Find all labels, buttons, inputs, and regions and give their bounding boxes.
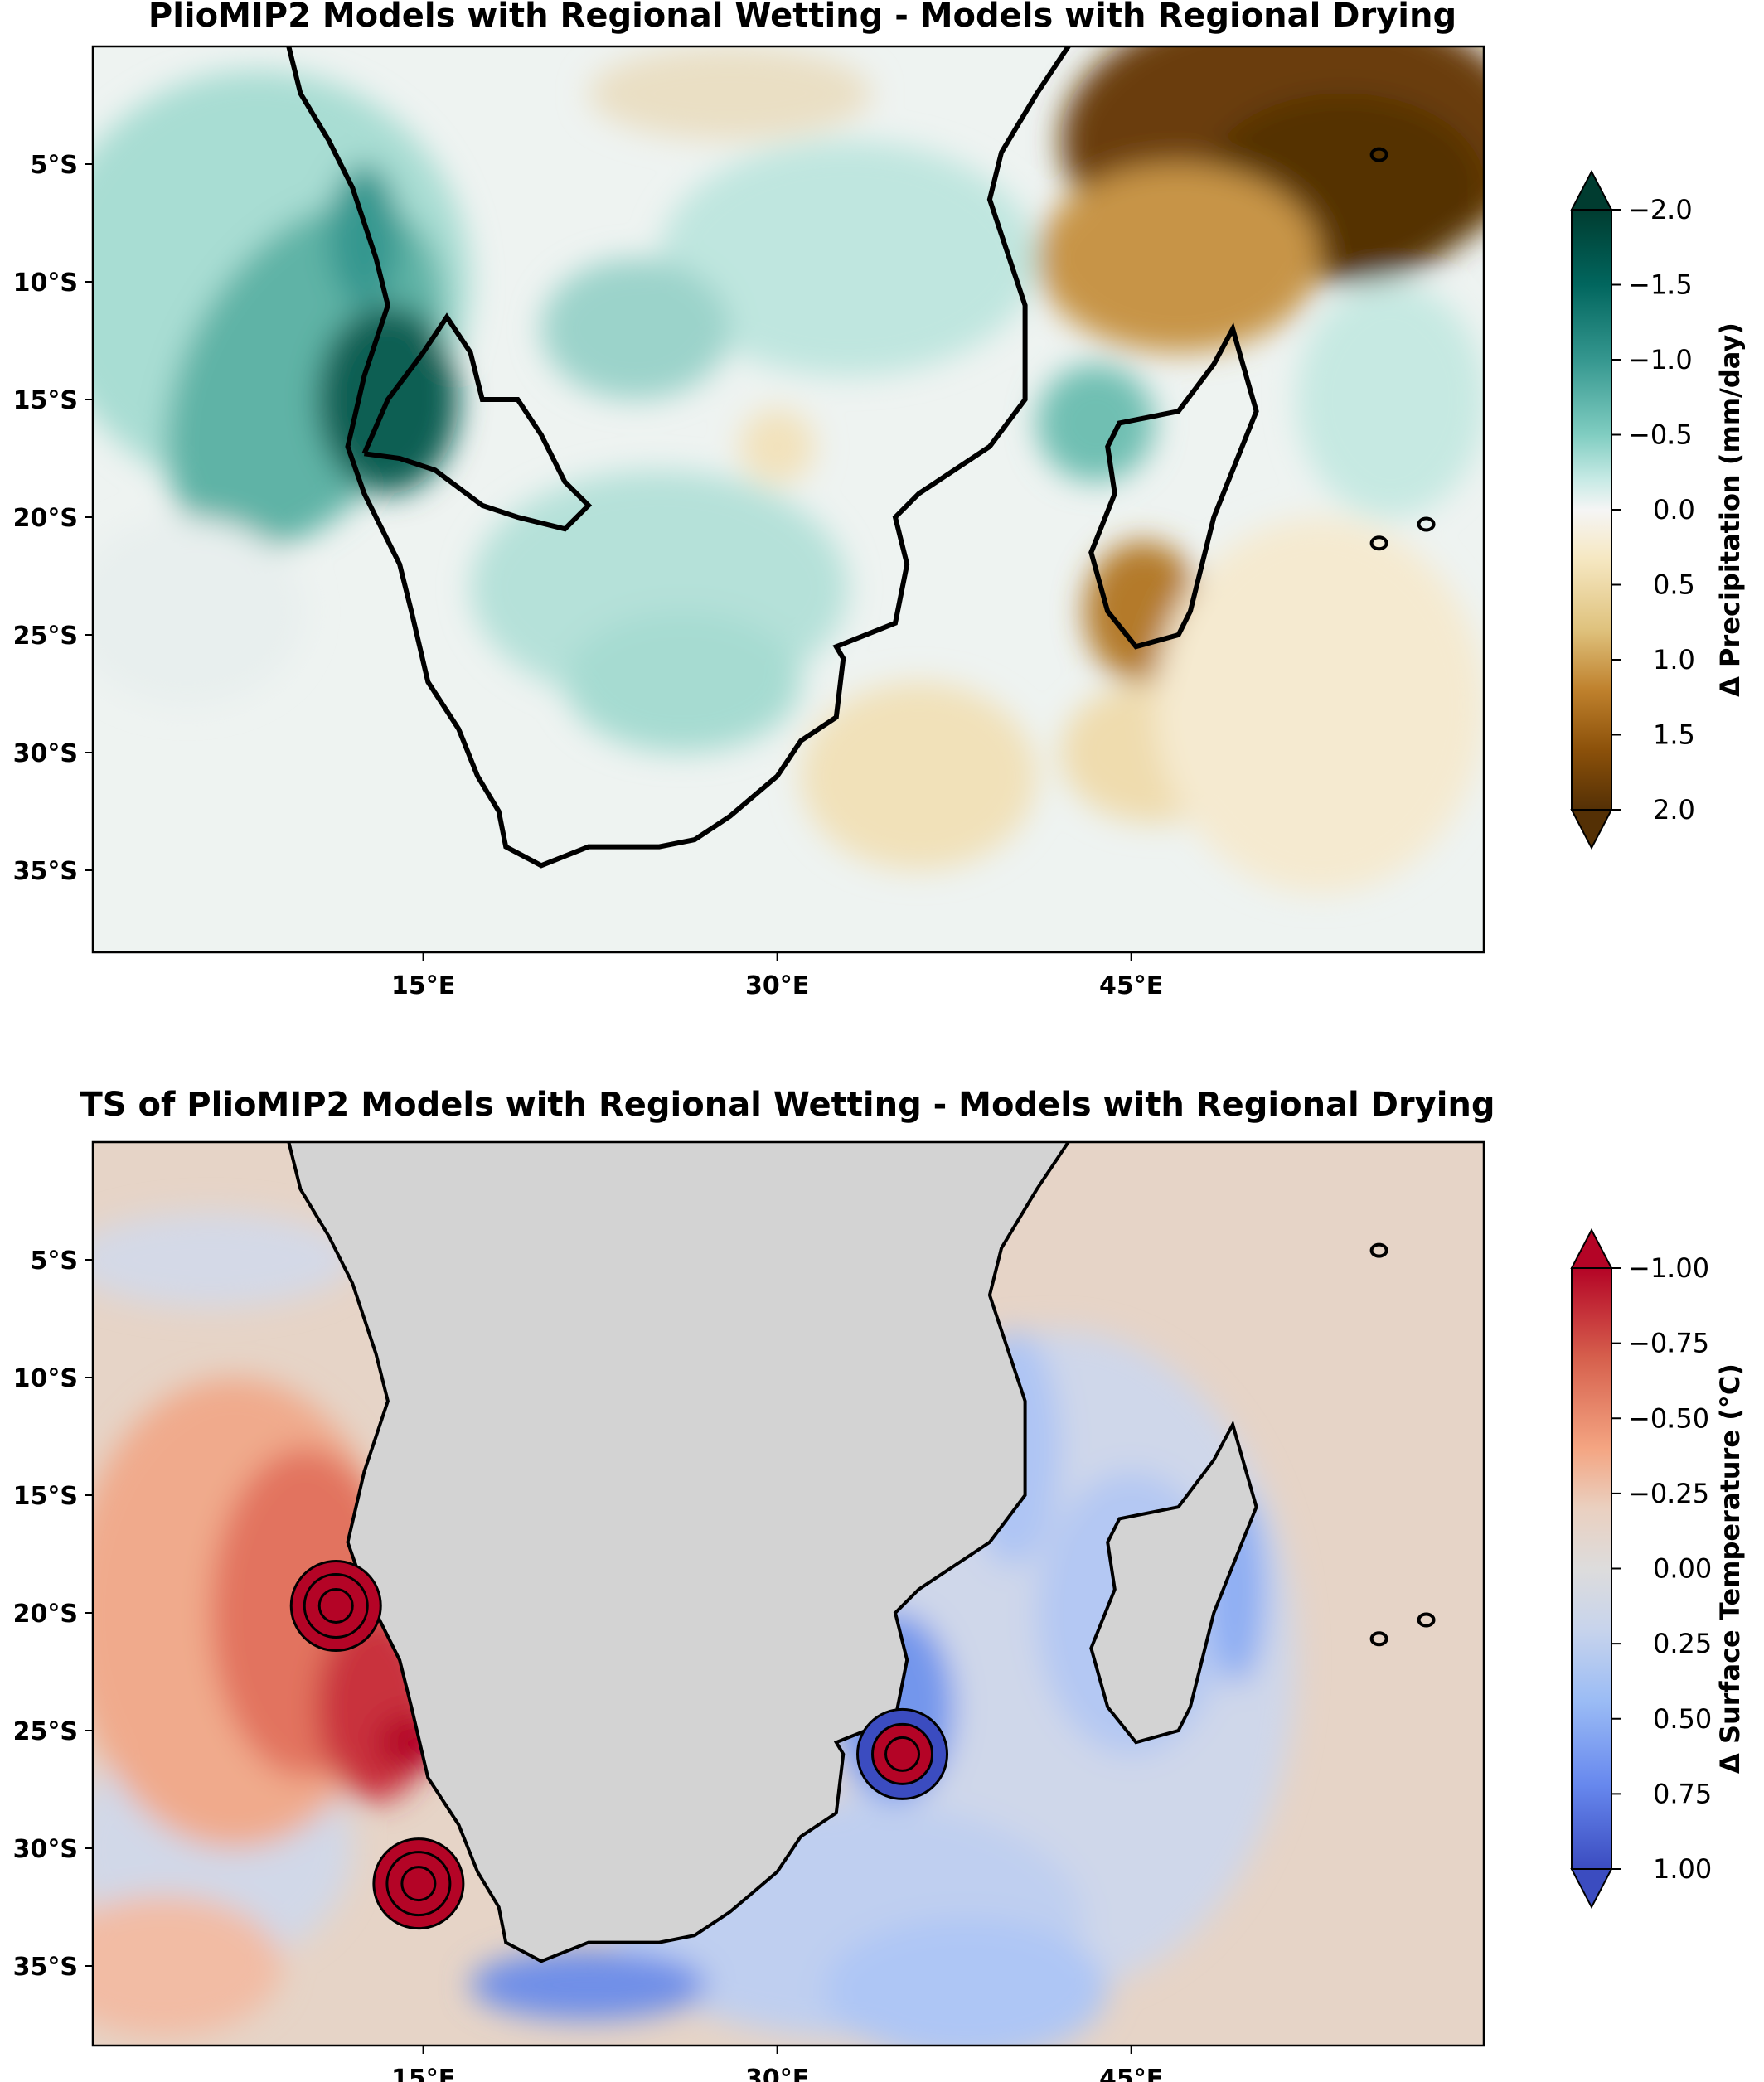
y-tick-label: 20°S (13, 504, 78, 533)
y-tick-label: 10°S (13, 269, 78, 298)
colorbar-tick-label: −1.00 (1628, 1252, 1709, 1284)
bottom-map-axes: 15°E 30°E 45°E 5°S 10°S 15°S 20°S 25°S 30°S 35°S (13, 1247, 1164, 2082)
contour-region (824, 1919, 1108, 2046)
colorbar-extend-max (1570, 1227, 1613, 1269)
colorbar-tick-label: −1.5 (1628, 269, 1693, 301)
y-tick-label: 5°S (31, 151, 78, 180)
y-tick-label: 30°S (13, 1835, 78, 1864)
colorbar-tick-label: −2.0 (1628, 194, 1693, 225)
colorbar-tick-label: 1.00 (1653, 1853, 1712, 1885)
bottom-map-frame (91, 1140, 1485, 2047)
contour-region (540, 258, 730, 399)
contour-region (328, 164, 400, 306)
contour-region (1155, 517, 1484, 894)
x-tick-label: 30°E (745, 971, 809, 1000)
y-tick-label: 25°S (13, 1717, 78, 1746)
island-outline (1369, 1631, 1388, 1647)
contour-region (739, 409, 816, 485)
colorbar-extend-max (1570, 169, 1613, 211)
island-outline (1417, 1612, 1436, 1628)
contour-region (659, 140, 1037, 376)
contour-region (565, 611, 802, 753)
top-map-title: PlioMIP2 Models with Regional Wetting - … (148, 0, 1456, 35)
y-tick-label: 35°S (13, 857, 78, 886)
colorbar-tick-label: 2.0 (1653, 794, 1695, 826)
contour-region (470, 1949, 707, 2021)
x-tick-label: 30°E (745, 2065, 809, 2082)
contour-region (588, 46, 872, 141)
colorbar-label: Δ Precipitation (mm/day) (1714, 322, 1746, 697)
colorbar-tick-label: 0.0 (1653, 494, 1695, 525)
colorbar-tick-label: 1.0 (1653, 644, 1695, 675)
colorbar-tick-label: −0.25 (1628, 1478, 1709, 1509)
land-africa (287, 1142, 1071, 1963)
colorbar-label: Δ Surface Temperature (°C) (1714, 1363, 1746, 1774)
coastline-africa (286, 46, 1072, 869)
contour-region (1036, 364, 1156, 482)
top-map-axes: 15°E 30°E 45°E 5°S 10°S 15°S 20°S 25°S 30°S 35°S (13, 151, 1164, 1000)
colorbar-tick-label: −0.75 (1628, 1328, 1709, 1359)
colorbar-tick-label: −0.50 (1628, 1402, 1709, 1434)
y-tick-label: 20°S (13, 1600, 78, 1629)
colorbar-tick-label: −0.5 (1628, 419, 1693, 451)
colorbar-tick-label: −1.0 (1628, 344, 1693, 375)
contour-region (93, 517, 306, 706)
colorbar-extend-min (1570, 809, 1613, 850)
island-outline (1369, 535, 1388, 551)
colorbar-gradient (1571, 1267, 1612, 1870)
contour-region (1296, 282, 1484, 517)
x-tick-label: 45°E (1099, 971, 1163, 1000)
colorbar-tick-label: 1.5 (1653, 719, 1695, 751)
temperature-map (93, 1142, 1484, 2046)
y-tick-label: 5°S (31, 1247, 78, 1276)
contour-region (93, 1895, 282, 2037)
temperature-colorbar: 1.00 0.75 0.50 0.25 0.00 −0.25 −0.50 −0.75 −1.00… (1570, 1227, 1746, 1910)
y-tick-label: 30°S (13, 739, 78, 768)
y-tick-label: 15°S (13, 386, 78, 415)
colorbar-tick-label: 0.00 (1653, 1553, 1712, 1585)
precipitation-colorbar: 2.0 1.5 1.0 0.5 0.0 −0.5 −1.0 −1.5 −2.0 Δ Precipi… (1570, 169, 1746, 850)
precipitation-map (93, 46, 1484, 952)
colorbar-extend-min (1570, 1868, 1613, 1910)
island-outline (1417, 516, 1436, 532)
island-outline (1369, 147, 1388, 162)
inland-basin-outline (361, 312, 593, 532)
y-tick-label: 35°S (13, 1953, 78, 1982)
y-tick-label: 10°S (13, 1364, 78, 1393)
site-marker-core (400, 1866, 437, 1902)
contour-region (1036, 164, 1321, 353)
island-outline (1369, 1242, 1388, 1258)
bottom-map-title: TS of PlioMIP2 Models with Regional Wett… (80, 1086, 1495, 1124)
land-madagascar (1089, 1420, 1258, 1745)
colorbar-tick-label: 0.50 (1653, 1703, 1712, 1735)
site-marker-core (317, 1587, 354, 1624)
precip-contours (93, 46, 1484, 894)
site-marker-core (884, 1736, 921, 1772)
contour-region (93, 1213, 353, 1307)
y-tick-label: 15°S (13, 1482, 78, 1511)
coastline-madagascar (1088, 322, 1259, 650)
colorbar-tick-label: 0.5 (1653, 569, 1695, 601)
x-tick-label: 45°E (1099, 2065, 1163, 2082)
colorbar-tick-label: 0.25 (1653, 1628, 1712, 1659)
y-tick-label: 25°S (13, 622, 78, 651)
colorbar-tick-label: 0.75 (1653, 1778, 1712, 1809)
contour-region (801, 681, 1037, 870)
x-tick-label: 15°E (391, 971, 455, 1000)
x-tick-label: 15°E (391, 2065, 455, 2082)
colorbar-gradient (1571, 209, 1612, 811)
top-map-frame (91, 45, 1485, 954)
